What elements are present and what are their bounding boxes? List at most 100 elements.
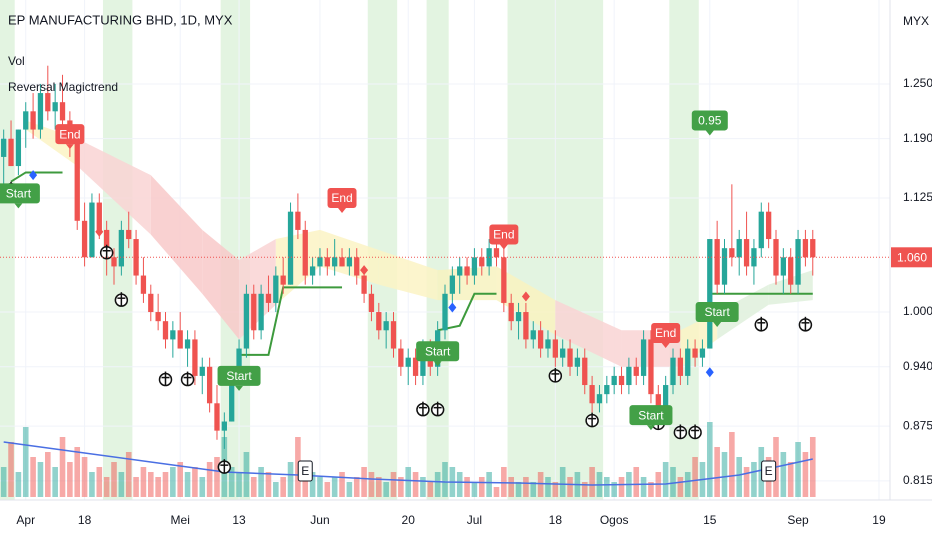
candle-body bbox=[567, 348, 573, 367]
currency-label: MYX bbox=[903, 14, 929, 28]
signal-pointer bbox=[235, 385, 244, 391]
candle-body bbox=[810, 239, 816, 258]
candle-body bbox=[449, 275, 456, 294]
candle-body bbox=[126, 229, 132, 240]
candle-body bbox=[295, 211, 301, 230]
signal-label: Start bbox=[638, 408, 664, 422]
volume-bar bbox=[618, 477, 625, 497]
volume-bar bbox=[59, 437, 66, 497]
signal-pointer bbox=[433, 361, 442, 367]
volume-bar bbox=[706, 422, 713, 497]
candle-body bbox=[552, 339, 558, 358]
candle-body bbox=[243, 293, 250, 349]
volume-bar bbox=[662, 462, 669, 497]
indicator-label: Vol bbox=[8, 54, 25, 68]
signal-diamond bbox=[29, 170, 38, 181]
plot-area: Start End Start End Start End Start End Start 0.9… bbox=[0, 0, 890, 500]
volume-bar bbox=[508, 477, 514, 497]
y-tick-label: 0.875 bbox=[903, 418, 932, 432]
candle-body bbox=[192, 339, 198, 376]
candle-body bbox=[471, 257, 478, 276]
candle-body bbox=[140, 275, 147, 294]
volume-bar bbox=[684, 472, 691, 497]
volume-bar bbox=[15, 472, 22, 497]
y-tick-label: 0.815 bbox=[903, 473, 932, 487]
volume-bar bbox=[96, 467, 103, 497]
anchor-marker bbox=[548, 367, 563, 383]
signal-diamond bbox=[448, 302, 457, 313]
signal-label-box bbox=[55, 124, 85, 145]
candle-body bbox=[574, 357, 581, 367]
candle-body bbox=[118, 229, 125, 267]
anchor-marker bbox=[416, 401, 430, 417]
candle-body bbox=[383, 321, 389, 331]
signal-label-box bbox=[416, 341, 460, 362]
event-label: E bbox=[301, 464, 309, 478]
volume-bar bbox=[8, 442, 14, 497]
volume-bar bbox=[611, 482, 617, 497]
signal-label-box bbox=[489, 224, 519, 245]
signal-label-box bbox=[0, 183, 40, 204]
candle-body bbox=[339, 257, 345, 267]
symbol-title: EP MANUFACTURING BHD, 1D, MYX bbox=[8, 12, 233, 27]
candle-body bbox=[265, 293, 272, 303]
volume-bar bbox=[390, 472, 397, 497]
signal-pointer bbox=[499, 244, 508, 250]
volume-bar bbox=[147, 472, 154, 497]
candle-body bbox=[663, 385, 669, 413]
candle-body bbox=[104, 229, 110, 258]
candle-body bbox=[412, 357, 419, 376]
signal-pointer bbox=[338, 207, 347, 213]
candle-body bbox=[162, 321, 169, 340]
volume-bar bbox=[692, 457, 698, 497]
ribbon-segment bbox=[275, 229, 320, 305]
volume-bar bbox=[670, 467, 676, 497]
candle-body bbox=[177, 330, 183, 349]
indicator-label: Reversal Magictrend bbox=[8, 80, 118, 94]
signal-label-box bbox=[651, 323, 681, 344]
volume-bar bbox=[515, 482, 522, 497]
volume-bar bbox=[434, 472, 441, 497]
last-price-label: 1.060 bbox=[897, 250, 927, 264]
volume-bar bbox=[346, 482, 353, 497]
candle-body bbox=[523, 312, 529, 340]
volume-bar bbox=[184, 472, 191, 497]
signal-pointer bbox=[646, 425, 655, 431]
signal-label-box bbox=[217, 365, 261, 386]
candle-body bbox=[655, 394, 661, 413]
x-tick-label: Sep bbox=[787, 513, 809, 527]
anchor-marker bbox=[754, 316, 769, 332]
candle-body bbox=[640, 339, 647, 376]
candle-body bbox=[52, 102, 58, 112]
candle-body bbox=[354, 257, 360, 276]
volume-bar bbox=[729, 432, 735, 497]
volume-bar bbox=[493, 487, 500, 497]
candle-body bbox=[324, 257, 330, 267]
candle-body bbox=[545, 339, 551, 349]
volume-bar bbox=[714, 447, 720, 497]
candle-body bbox=[765, 211, 772, 240]
anchor-marker bbox=[158, 371, 173, 387]
candle-body bbox=[30, 111, 36, 130]
signal-pointer bbox=[661, 343, 670, 349]
volume-bar bbox=[427, 482, 434, 497]
volume-bar bbox=[677, 477, 684, 497]
candle-body bbox=[699, 348, 706, 358]
anchor-marker bbox=[180, 371, 195, 387]
candle-body bbox=[773, 239, 779, 276]
volume-bar bbox=[317, 477, 323, 497]
volume-bar bbox=[133, 477, 139, 497]
candle-body bbox=[420, 348, 426, 376]
candle-body bbox=[155, 312, 161, 322]
volume-bar bbox=[478, 477, 485, 497]
volume-bar bbox=[155, 477, 161, 497]
volume-bar bbox=[640, 477, 647, 497]
candle-body bbox=[685, 348, 691, 376]
volume-bar bbox=[530, 482, 537, 497]
candle-body bbox=[530, 330, 536, 340]
volume-bar bbox=[780, 452, 787, 497]
y-tick-label: 1.125 bbox=[903, 190, 932, 204]
candle-body bbox=[633, 366, 639, 376]
candle-body bbox=[309, 266, 316, 276]
signal-label-box bbox=[629, 405, 673, 426]
